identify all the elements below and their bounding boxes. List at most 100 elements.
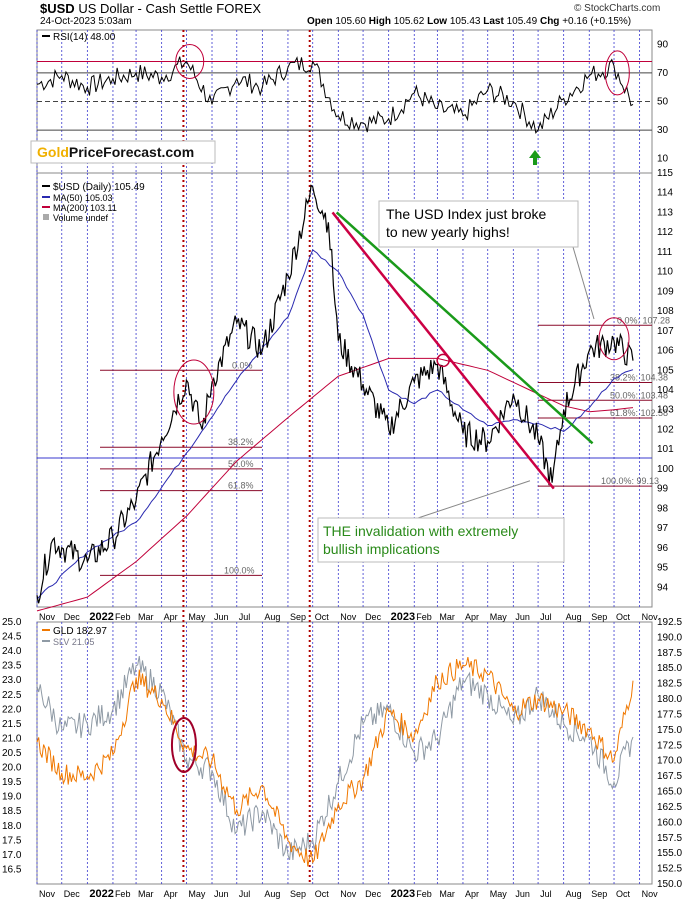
x-tick-label: Mar: [138, 612, 154, 622]
rsi-legend: RSI(14) 48.00: [42, 32, 116, 43]
gld-y-tick-label: 187.5: [657, 648, 682, 659]
ma50-line: [36, 249, 634, 600]
rsi-legend-label: RSI(14) 48.00: [53, 32, 116, 43]
gld-y-tick-label: 192.5: [657, 617, 682, 628]
slv-line: [36, 656, 634, 861]
x-tick-label: Jul: [239, 612, 251, 622]
rsi-y-tick-label: 50: [657, 97, 669, 108]
rsi-y-tick-label: 90: [657, 39, 669, 50]
slv-y-tick-label: 18.5: [2, 806, 22, 817]
gld-y-tick-label: 157.5: [657, 833, 682, 844]
ma200-legend-label: MA(200) 103.11: [53, 203, 117, 213]
slv-y-tick-label: 25.0: [2, 617, 22, 628]
slv-y-tick-label: 23.5: [2, 661, 22, 672]
slv-y-tick-label: 23.0: [2, 675, 22, 686]
slv-y-tick-label: 19.0: [2, 792, 22, 803]
gld-y-tick-label: 180.0: [657, 694, 682, 705]
x-tick-label: Feb: [416, 612, 432, 622]
annotation-invalidation: THE invalidation with extremely bullish i…: [317, 517, 565, 563]
open-value: 105.60: [335, 16, 366, 27]
metals-highlight-ellipse: [170, 717, 197, 773]
x-tick-label: Nov: [642, 612, 659, 622]
red-trendline: [331, 211, 555, 490]
credit-label: © StockCharts.com: [574, 3, 661, 14]
slv-y-tick-label: 21.5: [2, 719, 22, 730]
last-label: Last: [483, 16, 504, 27]
usd-y-tick-label: 101: [657, 444, 674, 455]
chg-label: Chg: [539, 16, 560, 27]
metals-panel-frame: [36, 621, 653, 885]
watermark-gold: Gold: [37, 144, 69, 160]
gld-y-tick-label: 155.0: [657, 848, 682, 859]
slv-y-tick-label: 24.5: [2, 632, 22, 643]
ma200-line: [36, 357, 634, 612]
usd-legend: $USD (Daily) 105.49 MA(50) 105.03 MA(200…: [42, 182, 145, 223]
watermark-text: GoldPriceForecast.com: [37, 144, 194, 160]
ma50-legend-label: MA(50) 105.03: [53, 193, 113, 203]
x-tick-label: Jun: [214, 889, 229, 899]
x-tick-label: Apr: [164, 612, 178, 622]
annotation-breakout-text: The USD Index just broke to new yearly hi…: [386, 206, 547, 240]
fib-label-right: 38.2%: 104.38: [610, 373, 668, 383]
price-line: [36, 184, 634, 604]
x-tick-label: Nov: [340, 612, 357, 622]
fib-label-left: 61.8%: [228, 481, 254, 491]
usd-y-tick-label: 109: [657, 286, 674, 297]
x-tick-label: Feb: [416, 889, 432, 899]
x-tick-label: Mar: [439, 889, 455, 899]
last-value: 105.49: [506, 16, 538, 27]
usd-y-tick-label: 105: [657, 365, 674, 376]
x-tick-label: Sep: [290, 612, 306, 622]
x-tick-label: Aug: [566, 889, 582, 899]
fib-label-right: 61.8%: 102.58: [610, 408, 668, 418]
x-tick-label: Oct: [315, 889, 330, 899]
chart-date: 24-Oct-2023 5:03am: [40, 16, 132, 27]
x-tick-label: Oct: [315, 612, 330, 622]
quote-bar: Open 105.60 High 105.62 Low 105.43 Last …: [307, 16, 631, 27]
x-tick-label: Oct: [616, 612, 631, 622]
usd-y-tick-label: 103: [657, 405, 674, 416]
watermark-rest: PriceForecast.com: [69, 144, 194, 160]
x-tick-label: Aug: [566, 612, 582, 622]
x-tick-label: Jul: [540, 889, 552, 899]
rsi-line: [36, 56, 634, 134]
x-tick-label: Sep: [591, 889, 607, 899]
usd-y-tick-label: 94: [657, 582, 669, 593]
highlight-circle: [436, 353, 450, 368]
usd-y-tick-label: 106: [657, 346, 674, 357]
volume-legend-label: Volume undef: [53, 213, 109, 223]
axis-layer: NovNovDecDec20222022FebFebMarMarAprAprMa…: [2, 39, 682, 900]
callout-leader: [417, 480, 531, 519]
slv-y-tick-label: 19.5: [2, 777, 22, 788]
usd-y-tick-label: 100: [657, 464, 674, 475]
x-tick-label: 2022: [89, 611, 113, 623]
annotation-invalidation-text: THE invalidation with extremely bullish i…: [323, 523, 518, 557]
highlight-ellipse: [598, 317, 630, 361]
symbol-name: US Dollar - Cash Settle FOREX: [78, 1, 262, 16]
rsi-highlight-ellipse: [175, 43, 205, 79]
gld-y-tick-label: 152.5: [657, 864, 682, 875]
usd-y-tick-label: 96: [657, 543, 669, 554]
fibonacci-layer: 0.0% 38.2% 50.0% 61.8% 100.0% 0.0%: 107.28 38.…: [100, 315, 670, 576]
usd-y-tick-label: 102: [657, 424, 674, 435]
gld-y-tick-label: 177.5: [657, 709, 682, 720]
slv-y-tick-label: 24.0: [2, 646, 22, 657]
gld-y-tick-label: 185.0: [657, 663, 682, 674]
slv-y-tick-label: 18.0: [2, 821, 22, 832]
usd-y-tick-label: 107: [657, 326, 674, 337]
slv-y-tick-label: 16.5: [2, 864, 22, 875]
x-tick-label: 2022: [89, 888, 113, 900]
highlight-ellipse: [173, 359, 215, 425]
usd-y-tick-label: 112: [657, 227, 673, 238]
annotation-line: bullish implications: [323, 541, 440, 557]
usd-y-tick-label: 113: [657, 207, 673, 218]
x-tick-label: Aug: [264, 612, 280, 622]
fib-label-right: 100.0%: 99.13: [601, 476, 659, 486]
x-tick-label: Feb: [115, 612, 131, 622]
x-tick-label: Dec: [365, 612, 382, 622]
gld-y-tick-label: 150.0: [657, 879, 682, 890]
usd-y-tick-label: 110: [657, 267, 673, 278]
x-tick-label: Jul: [540, 612, 552, 622]
low-label: Low: [427, 16, 448, 27]
